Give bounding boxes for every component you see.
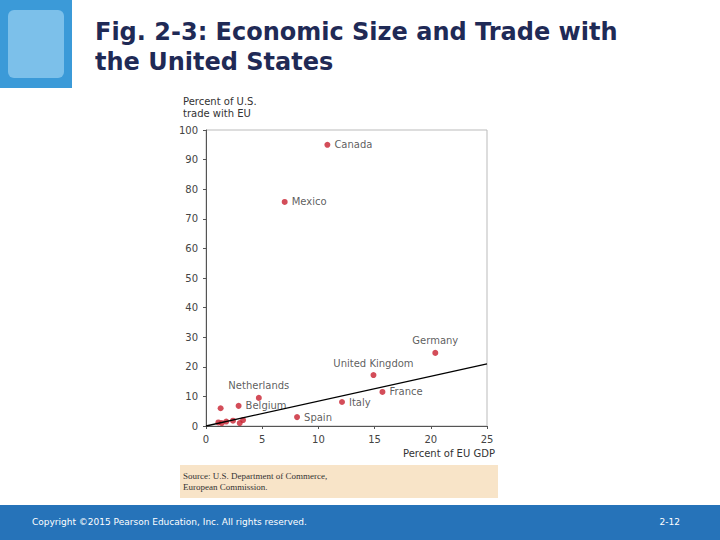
svg-text:70: 70 (185, 213, 198, 224)
svg-text:Belgium: Belgium (245, 400, 287, 412)
svg-text:2-12: 2-12 (660, 517, 680, 527)
svg-text:Germany: Germany (412, 335, 458, 346)
svg-text:Source: U.S. Department of Com: Source: U.S. Department of Commerce, (183, 471, 327, 481)
svg-text:10: 10 (185, 391, 198, 402)
svg-text:France: France (389, 386, 422, 397)
svg-text:European Commission.: European Commission. (183, 482, 268, 492)
svg-text:Percent of EU GDP: Percent of EU GDP (403, 448, 495, 459)
svg-text:Canada: Canada (334, 139, 372, 150)
svg-text:90: 90 (185, 154, 198, 165)
svg-text:10: 10 (312, 434, 325, 445)
svg-text:40: 40 (185, 302, 198, 313)
svg-text:0: 0 (192, 421, 198, 432)
svg-text:15: 15 (368, 434, 381, 445)
svg-text:Italy: Italy (349, 397, 371, 408)
svg-text:20: 20 (185, 361, 198, 372)
svg-text:0: 0 (203, 434, 209, 445)
svg-text:trade with EU: trade with EU (183, 108, 251, 119)
svg-text:Netherlands: Netherlands (228, 380, 289, 391)
svg-text:100: 100 (179, 125, 198, 136)
svg-text:Percent of U.S.: Percent of U.S. (183, 96, 257, 107)
svg-text:80: 80 (185, 184, 198, 195)
svg-text:50: 50 (185, 273, 198, 284)
svg-text:the United States: the United States (95, 48, 333, 76)
svg-text:20: 20 (424, 434, 437, 445)
svg-text:Mexico: Mexico (292, 196, 327, 207)
svg-text:Fig. 2-3: Economic Size and Tr: Fig. 2-3: Economic Size and Trade with (95, 18, 626, 46)
svg-text:25: 25 (481, 434, 494, 445)
svg-text:60: 60 (185, 243, 198, 254)
svg-text:Copyright ©2015 Pearson Educat: Copyright ©2015 Pearson Education, Inc. … (32, 517, 307, 527)
svg-text:United Kingdom: United Kingdom (333, 358, 413, 369)
svg-text:Spain: Spain (304, 412, 332, 423)
svg-text:30: 30 (185, 332, 198, 343)
svg-text:5: 5 (259, 434, 265, 445)
